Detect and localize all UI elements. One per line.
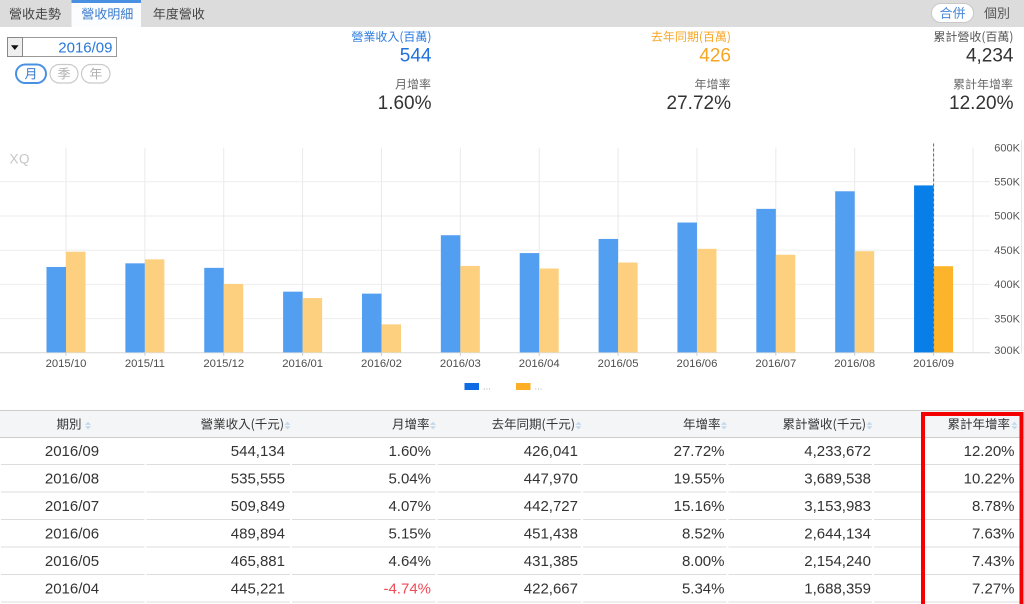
svg-text:544: 544 (400, 46, 432, 67)
svg-text:535,555: 535,555 (231, 471, 285, 488)
svg-text:3,689,538: 3,689,538 (804, 471, 871, 488)
svg-text:465,881: 465,881 (231, 553, 285, 570)
svg-text:431,385: 431,385 (524, 553, 578, 570)
svg-text:2015/10: 2015/10 (46, 358, 87, 370)
svg-text:422,667: 422,667 (524, 581, 578, 598)
svg-text:...: ... (483, 382, 491, 393)
svg-text:451,438: 451,438 (524, 526, 578, 543)
svg-text:XQ: XQ (10, 152, 31, 167)
svg-text:12.20%: 12.20% (964, 443, 1015, 460)
svg-text:7.27%: 7.27% (972, 581, 1015, 598)
svg-text:350K: 350K (994, 313, 1020, 325)
svg-text:2,154,240: 2,154,240 (804, 553, 871, 570)
svg-text:27.72%: 27.72% (667, 93, 732, 114)
svg-text:5.15%: 5.15% (388, 526, 431, 543)
svg-text:2016/07: 2016/07 (45, 498, 99, 515)
svg-text:2016/09: 2016/09 (913, 358, 954, 370)
svg-text:4,234: 4,234 (966, 46, 1014, 67)
svg-text:...: ... (535, 382, 543, 393)
svg-text:8.00%: 8.00% (682, 553, 725, 570)
svg-text:426: 426 (699, 46, 731, 67)
svg-text:2,644,134: 2,644,134 (804, 526, 871, 543)
svg-text:600K: 600K (994, 142, 1020, 154)
svg-text:2016/05: 2016/05 (45, 553, 99, 570)
svg-text:-4.74%: -4.74% (383, 581, 431, 598)
svg-text:8.52%: 8.52% (682, 526, 725, 543)
svg-text:3,153,983: 3,153,983 (804, 498, 871, 515)
svg-text:445,221: 445,221 (231, 581, 285, 598)
svg-text:4.07%: 4.07% (388, 498, 431, 515)
svg-text:2016/06: 2016/06 (677, 358, 718, 370)
svg-text:2016/02: 2016/02 (361, 358, 402, 370)
svg-text:550K: 550K (994, 177, 1020, 189)
svg-text:442,727: 442,727 (524, 498, 578, 515)
svg-text:7.63%: 7.63% (972, 526, 1015, 543)
svg-text:5.04%: 5.04% (388, 471, 431, 488)
svg-text:2016/09: 2016/09 (58, 39, 112, 56)
svg-text:426,041: 426,041 (524, 443, 578, 460)
svg-text:447,970: 447,970 (524, 471, 578, 488)
svg-text:2016/01: 2016/01 (282, 358, 323, 370)
svg-text:5.34%: 5.34% (682, 581, 725, 598)
svg-text:500K: 500K (994, 211, 1020, 223)
svg-text:15.16%: 15.16% (674, 498, 725, 515)
svg-text:2015/11: 2015/11 (125, 358, 165, 370)
svg-text:2016/05: 2016/05 (598, 358, 639, 370)
svg-text:2016/04: 2016/04 (45, 581, 99, 598)
svg-text:489,894: 489,894 (231, 526, 285, 543)
svg-text:2016/08: 2016/08 (834, 358, 875, 370)
svg-text:4.64%: 4.64% (388, 553, 431, 570)
svg-text:2015/12: 2015/12 (203, 358, 244, 370)
svg-text:509,849: 509,849 (231, 498, 285, 515)
svg-text:450K: 450K (994, 245, 1020, 257)
svg-text:2016/03: 2016/03 (440, 358, 481, 370)
svg-text:1.60%: 1.60% (388, 443, 431, 460)
svg-text:2016/04: 2016/04 (519, 358, 560, 370)
svg-text:4,233,672: 4,233,672 (804, 443, 871, 460)
svg-text:27.72%: 27.72% (674, 443, 725, 460)
svg-text:300K: 300K (994, 345, 1020, 357)
svg-text:2016/09: 2016/09 (45, 443, 99, 460)
svg-text:8.78%: 8.78% (972, 498, 1015, 515)
svg-text:12.20%: 12.20% (949, 93, 1014, 114)
svg-text:2016/06: 2016/06 (45, 526, 99, 543)
svg-text:400K: 400K (994, 279, 1020, 291)
svg-text:2016/08: 2016/08 (45, 471, 99, 488)
svg-text:2016/07: 2016/07 (755, 358, 796, 370)
svg-text:19.55%: 19.55% (674, 471, 725, 488)
svg-text:10.22%: 10.22% (964, 471, 1015, 488)
svg-text:1.60%: 1.60% (378, 93, 432, 114)
svg-text:544,134: 544,134 (231, 443, 285, 460)
svg-text:7.43%: 7.43% (972, 553, 1015, 570)
svg-text:1,688,359: 1,688,359 (804, 581, 871, 598)
